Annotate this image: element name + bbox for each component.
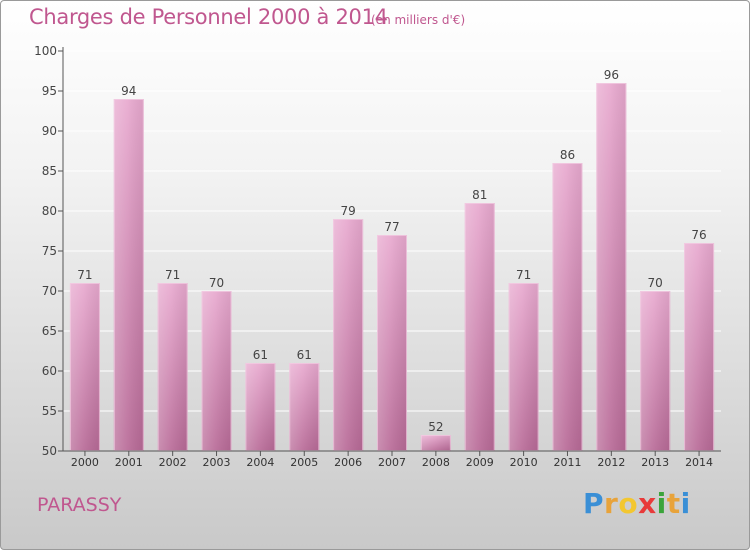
data-label: 71 [516,268,531,282]
data-label: 94 [121,84,136,98]
axes [58,47,721,456]
place-name: PARASSY [37,494,122,516]
x-tick-label: 2009 [466,456,494,469]
y-tick-label: 70 [42,284,57,298]
brand-letter: P [583,487,605,520]
brand-letter: i [656,487,667,520]
bar-shine [289,363,320,451]
bar-shine [113,99,144,451]
x-tick-label: 2010 [510,456,538,469]
x-tick-label: 2002 [159,456,187,469]
bar-shine [245,363,276,451]
data-label: 96 [604,68,619,82]
y-tick-label: 75 [42,244,57,258]
y-tick-label: 90 [42,124,57,138]
x-tick-label: 2003 [203,456,231,469]
brand-letter: x [638,487,657,520]
bar-shine [420,435,451,451]
brand-letter: i [680,487,691,520]
data-label: 70 [209,276,224,290]
x-tick-label: 2006 [334,456,362,469]
data-label: 71 [77,268,92,282]
bar-shine [69,283,100,451]
brand-letter: r [604,487,619,520]
bar-shine [157,283,188,451]
y-tick-label: 85 [42,164,57,178]
y-tick-label: 95 [42,84,57,98]
y-tick-label: 100 [34,44,57,58]
y-tick-label: 55 [42,404,57,418]
chart-title: Charges de Personnel 2000 à 2014 [29,5,388,29]
data-label: 61 [253,348,268,362]
data-label: 70 [648,276,663,290]
data-label: 71 [165,268,180,282]
chart-subtitle: (en milliers d'€) [371,13,466,27]
data-label: 77 [384,220,399,234]
x-tick-label: 2013 [641,456,669,469]
x-tick-label: 2004 [246,456,274,469]
x-tick-label: 2011 [553,456,581,469]
x-tick-label: 2014 [685,456,713,469]
brand-letter: o [618,487,639,520]
bar-shine [201,291,232,451]
x-tick-label: 2005 [290,456,318,469]
data-label: 81 [472,188,487,202]
data-label: 79 [340,204,355,218]
y-tick-label: 50 [42,444,57,458]
bar-shine [640,291,671,451]
data-label: 61 [297,348,312,362]
x-tick-label: 2012 [597,456,625,469]
y-tick-label: 60 [42,364,57,378]
x-tick-label: 2000 [71,456,99,469]
brand-letter: t [666,487,681,520]
data-label: 86 [560,148,575,162]
bar-shine [333,219,364,451]
labels: 50 55 60 65 70 75 80 85 90 95 100 71 2000 94 2001 71 200… [34,44,713,469]
y-tick-label: 65 [42,324,57,338]
bars [69,83,715,451]
x-tick-label: 2001 [115,456,143,469]
data-label: 52 [428,420,443,434]
bar-shine [684,243,715,451]
data-label: 76 [691,228,706,242]
brand-logo: Proxiti [583,487,691,520]
x-tick-label: 2008 [422,456,450,469]
bar-shine [552,163,583,451]
bar-shine [508,283,539,451]
bar-shine [596,83,627,451]
x-tick-label: 2007 [378,456,406,469]
bar-shine [464,203,495,451]
bar-shine [377,235,407,451]
y-tick-label: 80 [42,204,57,218]
